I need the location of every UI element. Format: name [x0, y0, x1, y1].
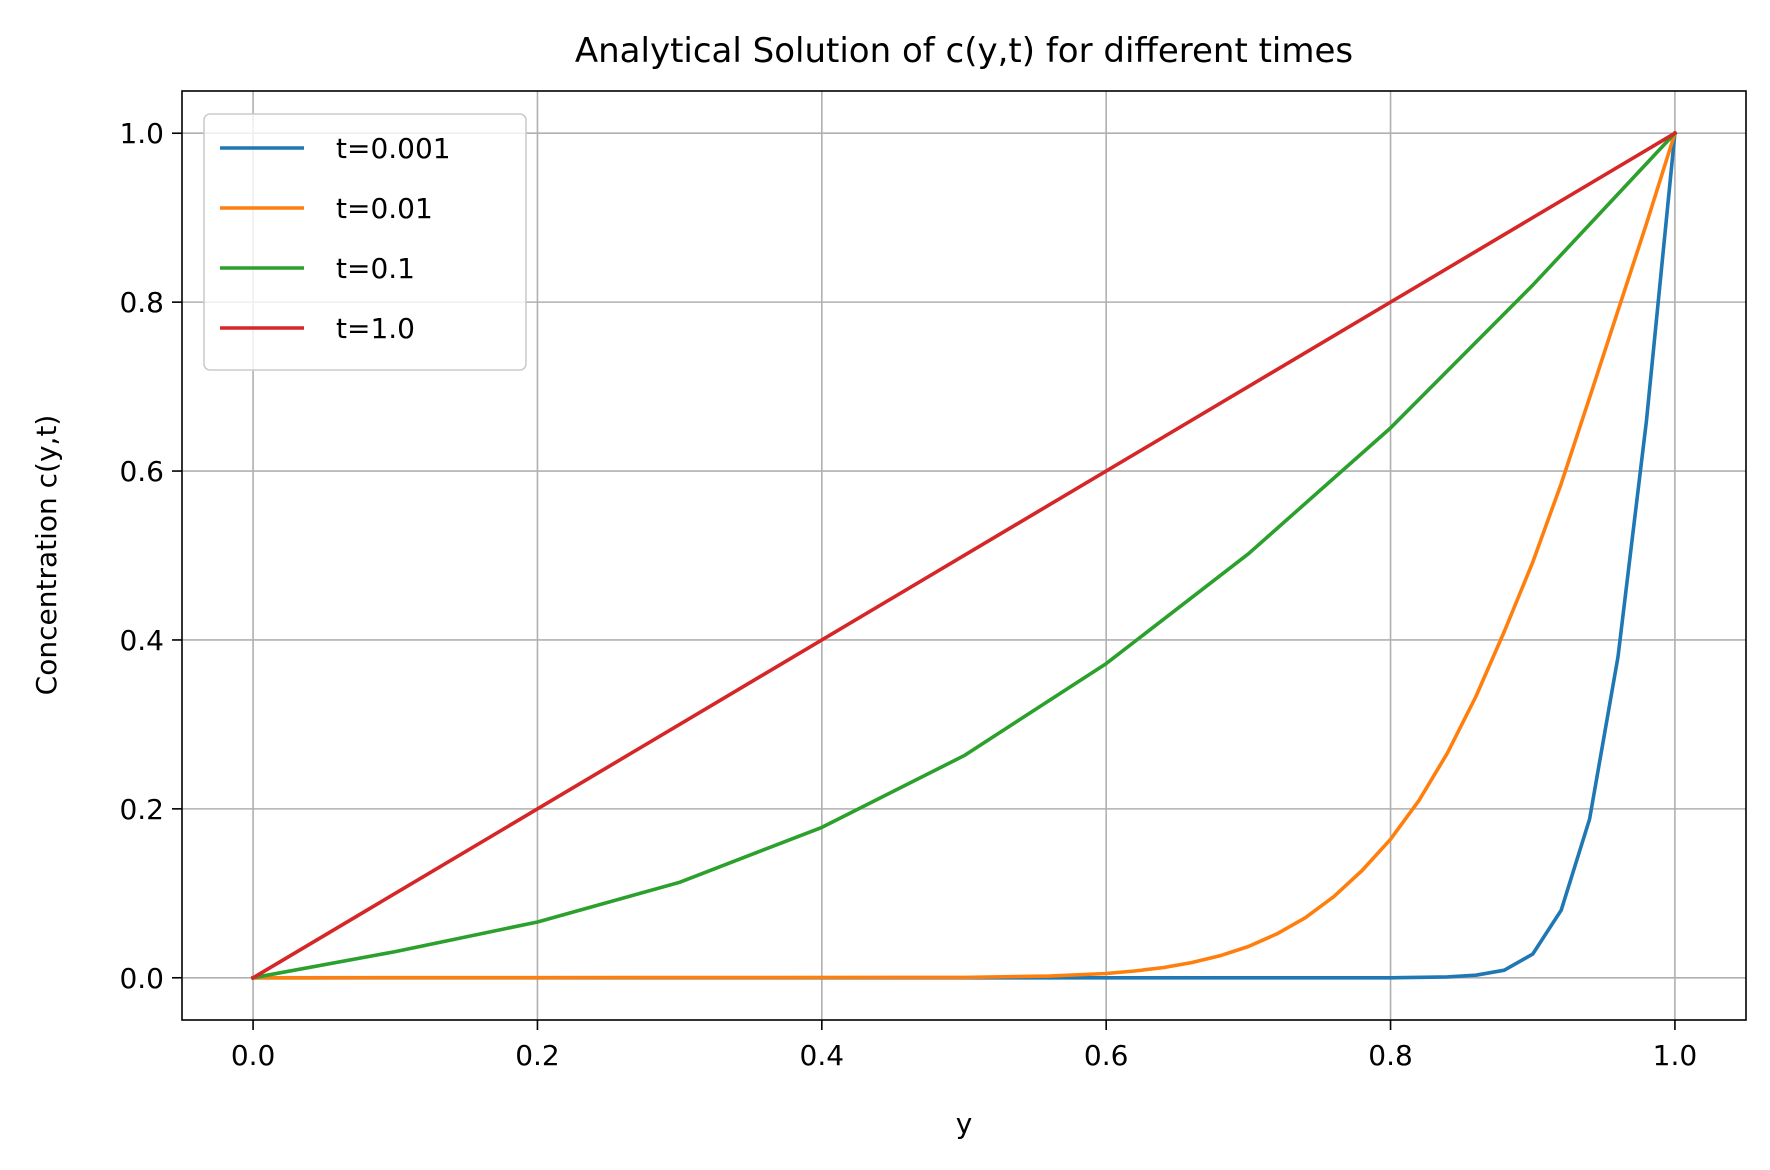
- y-tick-label: 0.8: [119, 286, 164, 319]
- y-tick-label: 0.0: [119, 962, 164, 995]
- x-tick-label: 1.0: [1653, 1039, 1698, 1072]
- y-tick-label: 1.0: [119, 117, 164, 150]
- series-line-t-0-01: [251, 130, 1678, 980]
- y-tick-label: 0.6: [119, 455, 164, 488]
- x-axis-ticks: 0.0 0.2 0.4 0.6 0.8 1.0: [231, 1020, 1697, 1072]
- y-tick-label: 0.4: [119, 624, 164, 657]
- x-tick-label: 0.0: [231, 1039, 276, 1072]
- plot-frame: [181, 90, 1747, 1021]
- legend-box: [203, 113, 527, 371]
- chart-title: Analytical Solution of c(y,t) for differ…: [575, 31, 1353, 71]
- x-tick-label: 0.4: [800, 1039, 845, 1072]
- legend-label: t=1.0: [336, 312, 415, 345]
- y-axis-title: Concentration c(y,t): [30, 415, 63, 696]
- x-tick-label: 0.6: [1084, 1039, 1129, 1072]
- legend: t=0.001 t=0.01 t=0.1 t=1.0: [203, 113, 527, 371]
- x-tick-label: 0.8: [1368, 1039, 1413, 1072]
- legend-label: t=0.001: [336, 132, 451, 165]
- series-line-t-0-001: [251, 131, 1677, 980]
- series-line-t-0-1: [251, 130, 1678, 980]
- x-axis-title: y: [956, 1107, 973, 1140]
- legend-label: t=0.01: [336, 192, 433, 225]
- legend-items: t=0.001 t=0.01 t=0.1 t=1.0: [220, 132, 451, 345]
- series-line-t-1-0: [250, 130, 1678, 981]
- y-tick-label: 0.2: [119, 793, 164, 826]
- x-tick-label: 0.2: [515, 1039, 560, 1072]
- series-lines: [250, 130, 1678, 981]
- y-axis-ticks: 0.0 0.2 0.4 0.6 0.8 1.0: [119, 117, 182, 995]
- legend-label: t=0.1: [336, 252, 415, 285]
